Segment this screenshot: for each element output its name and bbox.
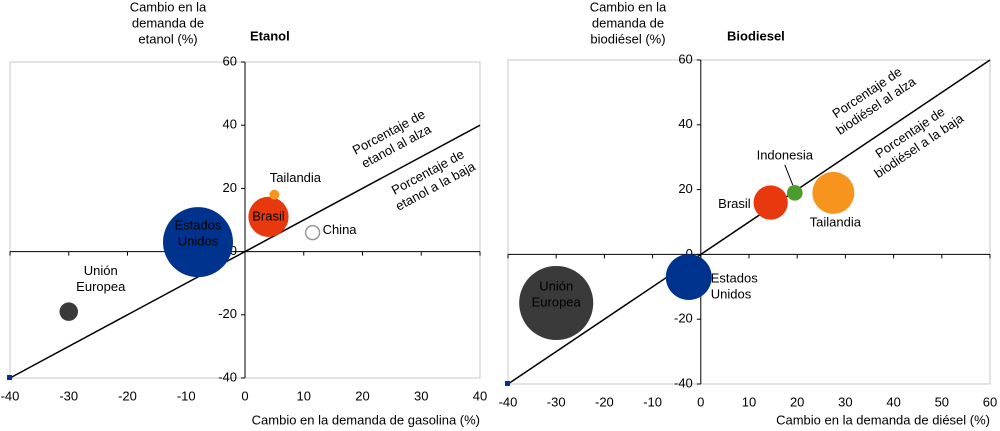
parity-line bbox=[507, 59, 991, 385]
x-tick-label: 30 bbox=[414, 388, 428, 403]
y-tick-label: 40 bbox=[678, 116, 692, 131]
x-axis-title: Cambio en la demanda de gasolina (%) bbox=[252, 412, 480, 427]
point-label: Unión bbox=[84, 263, 118, 278]
point-label: Unidos bbox=[711, 287, 752, 302]
x-tick-label: 10 bbox=[297, 388, 311, 403]
x-tick-label: 20 bbox=[355, 388, 369, 403]
line-end-marker bbox=[505, 381, 510, 386]
point-label: Tailandia bbox=[270, 170, 322, 185]
y-tick-label: -20 bbox=[674, 311, 693, 326]
bubble bbox=[59, 302, 79, 321]
bubble bbox=[812, 171, 855, 214]
x-tick-label: 10 bbox=[742, 394, 756, 409]
point-label: Indonesia bbox=[757, 147, 814, 162]
bubble bbox=[248, 196, 289, 237]
bubble bbox=[519, 265, 594, 341]
bubble bbox=[665, 254, 712, 301]
y-axis-title: etanol (%) bbox=[138, 31, 197, 46]
point-label: China bbox=[323, 222, 358, 237]
x-tick-label: -30 bbox=[59, 388, 78, 403]
point-label: Unión bbox=[539, 278, 573, 293]
y-axis-title: Cambio en la bbox=[590, 0, 667, 14]
bubble bbox=[163, 207, 233, 278]
x-tick-label: 60 bbox=[983, 394, 997, 409]
bubble bbox=[269, 189, 280, 200]
x-tick-label: 40 bbox=[886, 394, 900, 409]
plot-area bbox=[507, 59, 991, 385]
point-label: Europea bbox=[76, 279, 126, 294]
chart-title: Biodiesel bbox=[727, 28, 785, 43]
y-tick-label: 20 bbox=[223, 180, 237, 195]
parity-line bbox=[9, 124, 481, 379]
y-tick-label: -20 bbox=[218, 306, 237, 321]
x-tick-label: 30 bbox=[838, 394, 852, 409]
y-tick-label: 0 bbox=[230, 243, 237, 258]
y-tick-label: 20 bbox=[678, 181, 692, 196]
point-label: Brasil bbox=[252, 208, 285, 223]
point-label: Europea bbox=[532, 294, 582, 309]
x-tick-label: 0 bbox=[241, 388, 248, 403]
line-end-marker bbox=[7, 375, 12, 380]
y-tick-label: 40 bbox=[223, 117, 237, 132]
x-tick-label: -20 bbox=[118, 388, 137, 403]
y-tick-label: 60 bbox=[678, 51, 692, 66]
x-tick-label: 0 bbox=[697, 394, 704, 409]
leader-line bbox=[784, 164, 794, 186]
x-tick-label: -10 bbox=[177, 388, 196, 403]
y-axis-title: biodiésel (%) bbox=[590, 31, 665, 46]
bubble bbox=[304, 224, 321, 241]
y-tick-label: -40 bbox=[218, 369, 237, 384]
chart-title: Etanol bbox=[250, 28, 290, 43]
y-tick-label: 0 bbox=[686, 246, 693, 261]
x-tick-label: 20 bbox=[790, 394, 804, 409]
bubble bbox=[786, 185, 803, 201]
y-axis-title: demanda de bbox=[132, 15, 204, 30]
point-label: Unidos bbox=[178, 234, 219, 249]
y-tick-label: 60 bbox=[223, 53, 237, 68]
y-axis-title: Cambio en la bbox=[130, 0, 207, 14]
point-label: Estados bbox=[175, 218, 222, 233]
x-tick-label: -20 bbox=[595, 394, 614, 409]
y-tick-label: -40 bbox=[674, 375, 693, 390]
point-label: Tailandia bbox=[810, 214, 862, 229]
x-tick-label: -40 bbox=[1, 388, 20, 403]
x-tick-label: -40 bbox=[499, 394, 518, 409]
point-label: Estados bbox=[711, 271, 758, 286]
y-axis-title: demanda de bbox=[592, 15, 664, 30]
x-tick-label: 50 bbox=[935, 394, 949, 409]
x-axis-title: Cambio en la demanda de diésel (%) bbox=[776, 412, 990, 427]
bubble bbox=[753, 185, 788, 220]
x-tick-label: 40 bbox=[473, 388, 487, 403]
point-label: Brasil bbox=[718, 196, 751, 211]
x-tick-label: -10 bbox=[643, 394, 662, 409]
x-tick-label: -30 bbox=[547, 394, 566, 409]
